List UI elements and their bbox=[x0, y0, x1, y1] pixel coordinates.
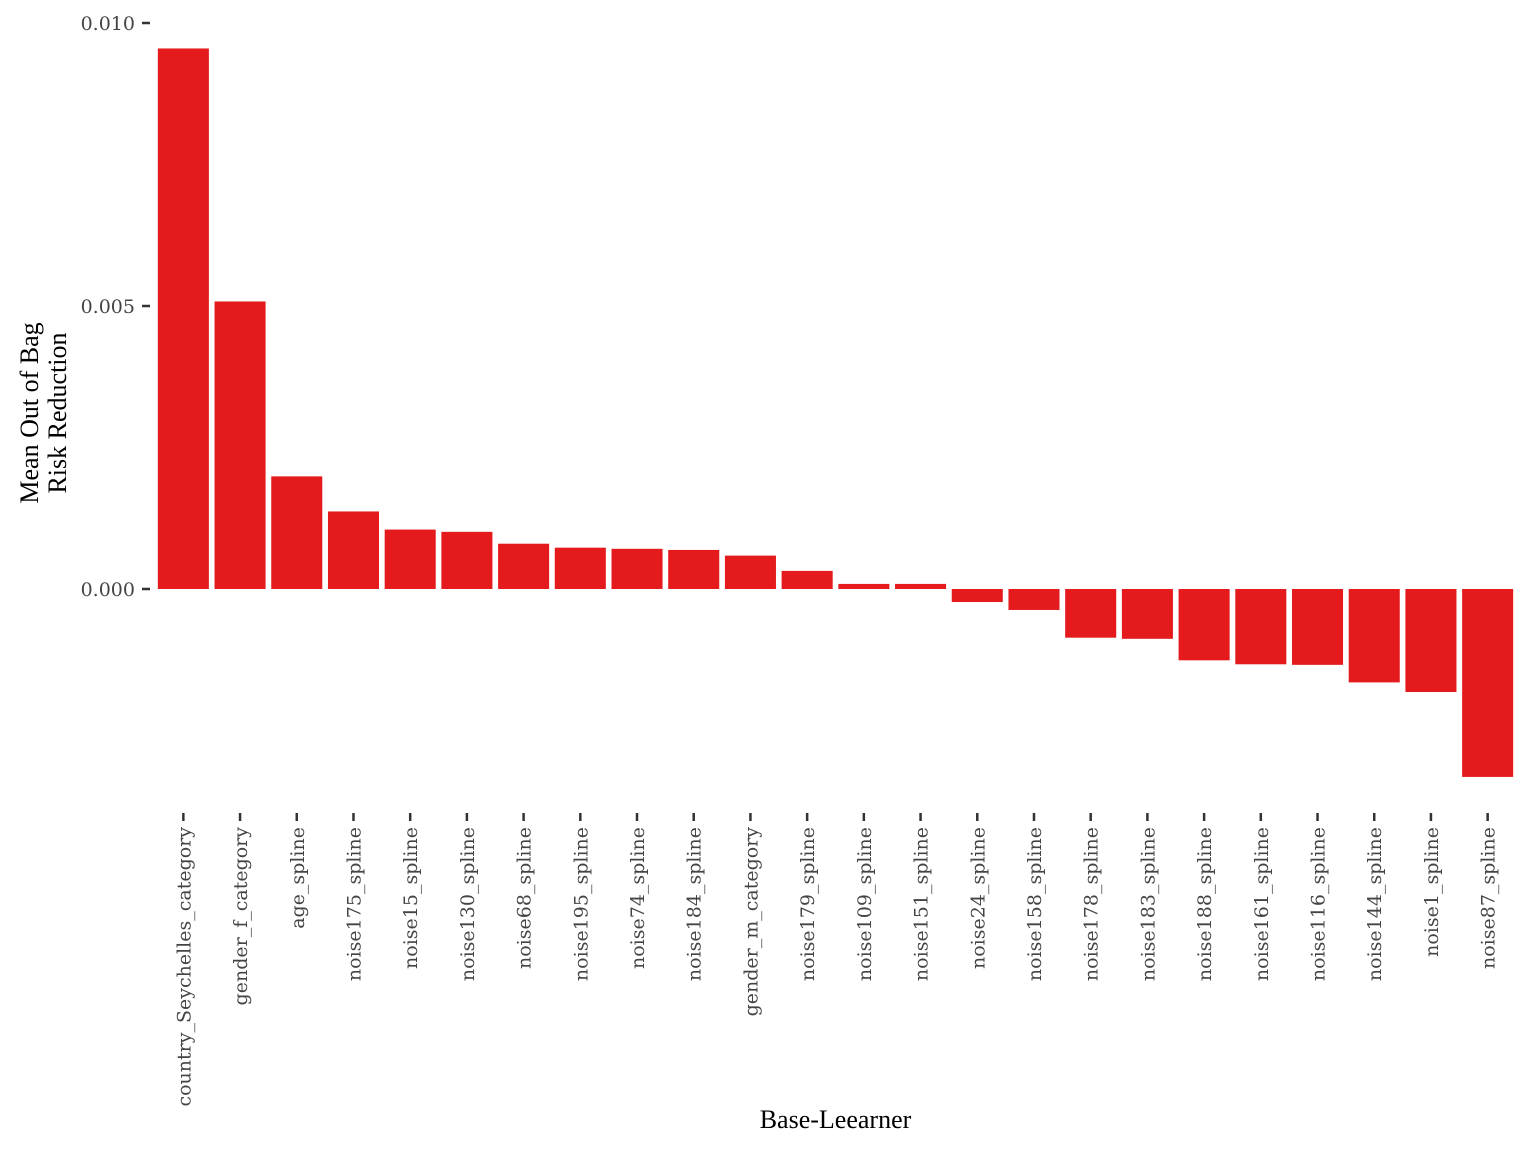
x-tick-label: noise158_spline bbox=[1024, 827, 1046, 981]
x-axis-title: Base-Leearner bbox=[760, 1105, 912, 1134]
y-tick-label: 0.005 bbox=[81, 296, 135, 318]
bar bbox=[1405, 589, 1457, 693]
x-tick-label: noise178_spline bbox=[1081, 827, 1103, 981]
x-tick-label: noise161_spline bbox=[1251, 827, 1273, 981]
bar bbox=[327, 511, 379, 589]
bar bbox=[1462, 589, 1514, 777]
x-tick-label: noise144_spline bbox=[1364, 827, 1386, 981]
x-tick-label: noise109_spline bbox=[854, 827, 876, 981]
bar bbox=[1121, 589, 1173, 639]
x-tick-label: gender_m_category bbox=[740, 827, 762, 1017]
bar bbox=[498, 543, 550, 589]
bar bbox=[611, 548, 663, 589]
x-tick-label: noise87_spline bbox=[1478, 827, 1500, 969]
x-tick-label: noise183_spline bbox=[1137, 827, 1159, 981]
bar bbox=[214, 301, 266, 589]
bar bbox=[781, 570, 833, 589]
bar bbox=[441, 531, 493, 589]
x-axis: country_Seychelles_category gender_f_cate… bbox=[173, 813, 1500, 1107]
bar bbox=[1235, 589, 1287, 665]
bar bbox=[554, 547, 606, 589]
x-tick-label: noise74_spline bbox=[627, 827, 649, 969]
x-tick-label: noise175_spline bbox=[343, 827, 365, 981]
bars bbox=[157, 48, 1514, 777]
y-axis: 0.000 0.005 0.010 bbox=[81, 13, 150, 601]
x-tick-label: noise195_spline bbox=[570, 827, 592, 981]
y-tick-label: 0.000 bbox=[81, 579, 135, 601]
x-tick-label: noise179_spline bbox=[797, 827, 819, 981]
bar bbox=[1178, 589, 1230, 661]
x-tick-label: noise184_spline bbox=[684, 827, 706, 981]
bar bbox=[1348, 589, 1400, 683]
bar bbox=[668, 549, 720, 589]
x-tick-label: noise68_spline bbox=[514, 827, 536, 969]
x-tick-label: noise1_spline bbox=[1421, 827, 1443, 957]
x-tick-label: country_Seychelles_category bbox=[173, 827, 195, 1107]
x-tick-label: noise24_spline bbox=[967, 827, 989, 969]
bar bbox=[895, 583, 947, 589]
bar bbox=[1065, 589, 1117, 638]
x-tick-label: noise188_spline bbox=[1194, 827, 1216, 981]
bar bbox=[1008, 589, 1060, 610]
y-axis-title-line-2: Risk Reduction bbox=[43, 332, 72, 493]
x-tick-label: noise116_spline bbox=[1308, 827, 1330, 981]
bar bbox=[1292, 589, 1344, 665]
bar bbox=[724, 555, 776, 589]
y-tick-label: 0.010 bbox=[81, 13, 135, 35]
bar bbox=[951, 589, 1003, 603]
x-tick-label: noise130_spline bbox=[457, 827, 479, 981]
x-tick-label: gender_f_category bbox=[230, 827, 252, 1006]
bar bbox=[157, 48, 209, 590]
bar bbox=[384, 529, 436, 589]
bar bbox=[838, 583, 890, 589]
bar bbox=[271, 476, 323, 589]
y-axis-title-line-1: Mean Out of Bag bbox=[15, 322, 44, 503]
x-tick-label: age_spline bbox=[287, 827, 309, 929]
x-tick-label: noise151_spline bbox=[911, 827, 933, 981]
x-tick-label: noise15_spline bbox=[400, 827, 422, 969]
